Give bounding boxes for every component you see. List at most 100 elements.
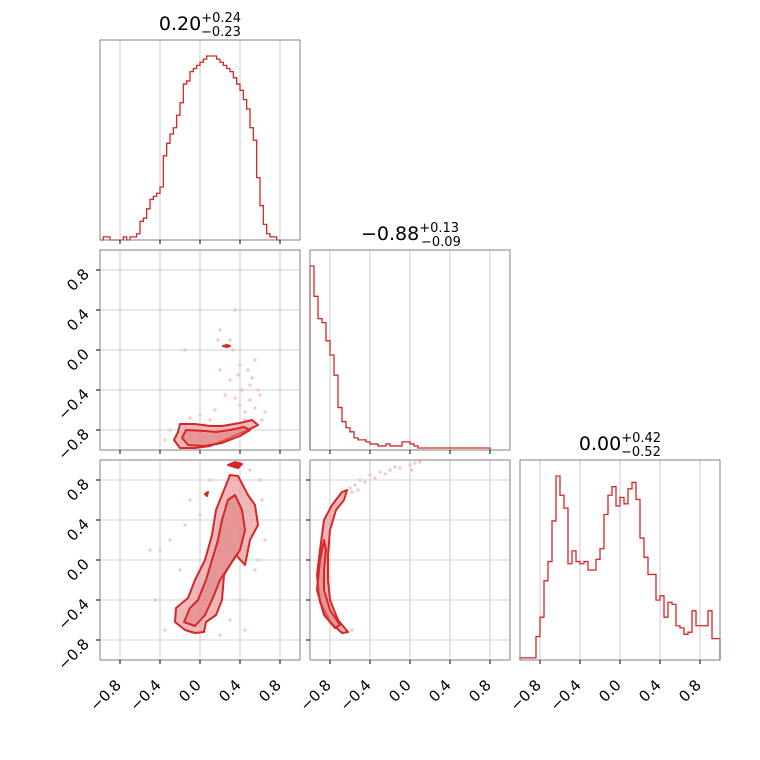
scatter-point [393, 465, 397, 469]
tick-label-x: 0.0 [595, 676, 625, 706]
scatter-point [168, 428, 172, 432]
scatter-point [253, 406, 257, 410]
panel-2d-1-2-marks [316, 460, 422, 634]
scatter-point [388, 468, 392, 472]
title-1-minus-text: −0.09 [421, 235, 461, 250]
contour-inner [316, 539, 341, 629]
scatter-point [178, 568, 182, 572]
scatter-point [188, 416, 192, 420]
tick-label-x: −0.4 [546, 676, 584, 714]
scatter-point [378, 470, 382, 474]
scatter-point [208, 478, 212, 482]
scatter-point [158, 548, 162, 552]
tick-label-y: −0.8 [54, 425, 92, 463]
scatter-point [408, 463, 412, 467]
scatter-point [263, 538, 267, 542]
scatter-point [356, 488, 360, 492]
title-2-plus: +0.42 [621, 431, 661, 446]
panel-hist-2 [519, 459, 721, 661]
scatter-point [213, 408, 217, 412]
tick-label-x: −0.8 [506, 676, 544, 714]
scatter-point [363, 480, 367, 484]
tick-label-y: 0.0 [63, 345, 93, 375]
scatter-point [240, 388, 244, 392]
scatter-point [350, 490, 354, 494]
scatter-point [188, 498, 192, 502]
scatter-point [198, 413, 202, 417]
scatter-point [263, 410, 267, 414]
scatter-point [243, 410, 247, 414]
tick-label-x: −0.4 [336, 676, 374, 714]
scatter-point [413, 461, 417, 465]
scatter-point [238, 403, 242, 407]
scatter-point [358, 478, 362, 482]
title-2-value: 0.00 [579, 433, 621, 455]
tick-label-y: 0.8 [63, 265, 93, 295]
tick-label-x: −0.8 [296, 676, 334, 714]
tick-labels: −0.8 −0.4 0.0 0.4 0.8 −0.8 −0.4 0.0 0.4 0.8 −0.8 −0… [54, 265, 704, 714]
scatter-point [248, 398, 252, 402]
scatter-point [163, 438, 167, 442]
scatter-point [353, 483, 357, 487]
tick-label-y: 0.0 [63, 555, 93, 585]
panel-2d-1-2 [309, 459, 511, 661]
contour-blob [204, 491, 209, 497]
title-0-minus-text: −0.23 [201, 25, 241, 40]
tick-label-y: 0.8 [63, 475, 93, 505]
scatter-point [233, 396, 237, 400]
scatter-point [228, 618, 232, 622]
panel-2d-0-1-grid [100, 250, 300, 450]
scatter-point [248, 383, 252, 387]
scatter-point [256, 558, 260, 562]
scatter-point [218, 633, 222, 637]
scatter-point [223, 393, 227, 397]
histogram-0 [100, 55, 280, 241]
scatter-point [253, 358, 257, 362]
scatter-point [231, 348, 235, 352]
scatter-point [148, 548, 152, 552]
scatter-point [258, 478, 262, 482]
scatter-point [248, 468, 252, 472]
panel-hist-2-grid [539, 460, 701, 660]
tick-label-y: −0.4 [54, 595, 92, 633]
scatter-point [383, 472, 387, 476]
panel-hist-0-grid [119, 40, 281, 240]
title-1-plus: +0.13 [419, 221, 459, 236]
scatter-point [238, 598, 242, 602]
histogram-1 [309, 265, 491, 450]
contour-blob [222, 344, 231, 348]
tick-label-x: 0.4 [635, 676, 665, 706]
title-1-minus: −0.09 [421, 235, 461, 250]
tick-label-y: −0.4 [54, 385, 92, 423]
tick-label-y: 0.4 [63, 515, 93, 545]
panel-2d-0-2-marks [148, 461, 267, 637]
title-0-plus: +0.24 [201, 11, 241, 26]
scatter-point [256, 388, 260, 392]
scatter-point [253, 568, 257, 572]
title-2-minus-text: −0.52 [621, 445, 661, 460]
scatter-point [410, 468, 414, 472]
title-param-1: −0.88+0.13 [361, 221, 459, 245]
scatter-point [228, 378, 232, 382]
title-1-value: −0.88 [361, 223, 419, 245]
title-param-0: 0.20+0.24 [159, 11, 241, 35]
scatter-point [233, 308, 237, 312]
tick-label-x: 0.4 [425, 676, 455, 706]
scatter-point [183, 348, 187, 352]
scatter-point [348, 486, 352, 490]
panel-hist-1 [309, 249, 511, 451]
panel-hist-0 [99, 39, 301, 241]
scatter-point [368, 473, 372, 477]
scatter-point [260, 498, 264, 502]
tick-label-x: 0.0 [385, 676, 415, 706]
panel-2d-0-1-marks [163, 308, 267, 449]
tick-label-x: −0.8 [86, 676, 124, 714]
title-0-value: 0.20 [159, 13, 201, 35]
scatter-point [418, 460, 422, 464]
contour-inner [183, 494, 246, 627]
scatter-point [243, 628, 247, 632]
scatter-point [168, 538, 172, 542]
panel-2d-0-2 [99, 459, 301, 661]
scatter-point [238, 363, 242, 367]
tick-label-x: 0.8 [255, 676, 285, 706]
